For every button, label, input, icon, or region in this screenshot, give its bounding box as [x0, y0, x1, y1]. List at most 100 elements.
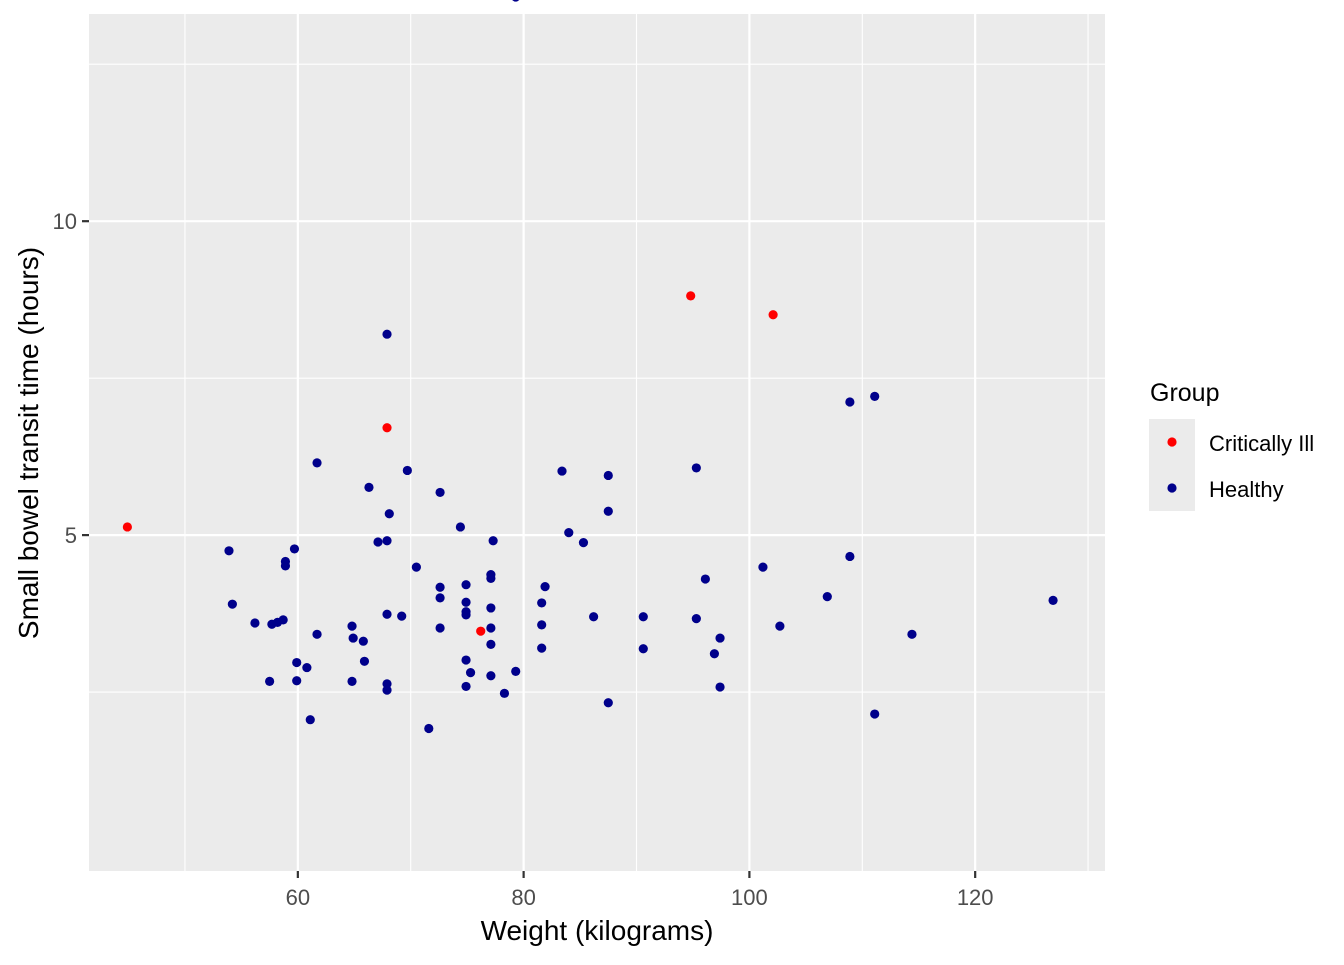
legend-title: Group [1150, 379, 1219, 407]
data-point-healthy [250, 618, 260, 628]
data-point-healthy [359, 656, 370, 666]
data-point-healthy [486, 603, 496, 613]
data-point-healthy [907, 629, 917, 639]
y-axis-title: Small bowel transit time (hours) [13, 247, 44, 639]
data-point-healthy [499, 688, 510, 698]
data-point-healthy [382, 685, 392, 695]
y-tick-label: 10 [53, 209, 77, 234]
legend: Group Critically Ill Healthy [1149, 379, 1314, 511]
data-point-healthy [589, 612, 599, 622]
data-point-healthy [347, 621, 357, 631]
data-point-healthy [486, 671, 496, 681]
data-point-healthy [537, 620, 547, 630]
data-point-healthy [715, 682, 725, 692]
data-point-healthy [461, 655, 471, 665]
data-point-healthy [822, 592, 832, 602]
data-point-healthy [384, 509, 394, 519]
data-point-healthy [280, 561, 291, 571]
x-axis-title: Weight (kilograms) [481, 915, 714, 946]
x-tick-label: 80 [511, 885, 535, 910]
x-tick-label: 120 [957, 885, 994, 910]
data-point-healthy [289, 544, 300, 554]
data-points [122, 0, 1058, 734]
data-point-healthy [638, 612, 648, 622]
data-point-healthy [512, 0, 520, 2]
data-point-healthy [845, 397, 855, 407]
data-point-healthy [382, 329, 392, 339]
legend-label-critically-ill: Critically Ill [1209, 431, 1314, 456]
data-point-healthy [845, 551, 855, 562]
data-point-healthy [265, 676, 275, 686]
data-point-healthy [278, 615, 288, 625]
data-point-healthy [1048, 595, 1058, 606]
y-tick-label: 5 [65, 523, 77, 548]
data-point-healthy [537, 598, 547, 608]
x-tick-label: 100 [731, 885, 768, 910]
data-point-healthy [603, 506, 613, 516]
data-point-healthy [691, 463, 701, 473]
x-tick-label: 60 [286, 885, 310, 910]
data-point-healthy [486, 639, 496, 649]
data-point-healthy [691, 614, 701, 624]
data-point-healthy [709, 649, 720, 659]
data-point-healthy [292, 657, 302, 668]
data-point-healthy [435, 593, 445, 603]
data-point-healthy [715, 633, 725, 643]
data-point-healthy [227, 599, 237, 609]
legend-label-healthy: Healthy [1209, 477, 1284, 502]
data-point-healthy [435, 582, 445, 592]
data-point-healthy [486, 623, 496, 633]
data-point-healthy [557, 466, 567, 476]
data-point-healthy [564, 527, 574, 538]
data-point-healthy [224, 546, 234, 556]
data-point-healthy [578, 538, 589, 548]
data-point-critically-ill [476, 626, 486, 636]
data-point-healthy [305, 715, 315, 725]
data-point-healthy [638, 644, 648, 654]
legend-marker-critically-ill [1167, 437, 1177, 447]
data-point-healthy [435, 487, 445, 498]
x-axis: 60 80 100 120 [286, 871, 994, 910]
data-point-healthy [382, 609, 392, 619]
data-point-healthy [461, 681, 471, 692]
data-point-healthy [312, 629, 322, 639]
data-point-healthy [347, 676, 357, 686]
data-point-healthy [758, 562, 768, 572]
data-point-critically-ill [768, 310, 778, 320]
data-point-critically-ill [382, 423, 392, 433]
data-point-healthy [488, 536, 498, 546]
data-point-healthy [870, 709, 880, 719]
panel-background [89, 14, 1105, 871]
legend-marker-healthy [1167, 483, 1177, 493]
data-point-healthy [461, 597, 471, 607]
y-axis: 5 10 [53, 209, 89, 548]
data-point-healthy [292, 676, 302, 686]
major-gridlines [89, 14, 1105, 871]
data-point-healthy [775, 621, 785, 631]
data-point-healthy [382, 536, 392, 546]
data-point-healthy [461, 580, 471, 590]
data-point-healthy [461, 610, 471, 620]
data-point-healthy [540, 581, 550, 592]
data-point-healthy [511, 666, 521, 676]
data-point-healthy [364, 482, 374, 492]
data-point-healthy [411, 562, 421, 572]
data-point-healthy [358, 636, 368, 646]
data-point-healthy [603, 470, 613, 481]
data-point-healthy [537, 643, 547, 653]
data-point-healthy [435, 623, 445, 633]
data-point-healthy [486, 570, 496, 580]
data-point-critically-ill [122, 522, 132, 532]
data-point-healthy [312, 458, 322, 468]
data-point-healthy [348, 633, 358, 643]
data-point-healthy [373, 537, 383, 547]
data-point-healthy [870, 391, 880, 401]
data-point-healthy [424, 723, 434, 734]
data-point-healthy [397, 611, 407, 621]
minor-gridlines [89, 14, 1105, 871]
data-point-healthy [302, 662, 312, 673]
data-point-healthy [603, 698, 613, 708]
data-point-critically-ill [686, 291, 696, 301]
